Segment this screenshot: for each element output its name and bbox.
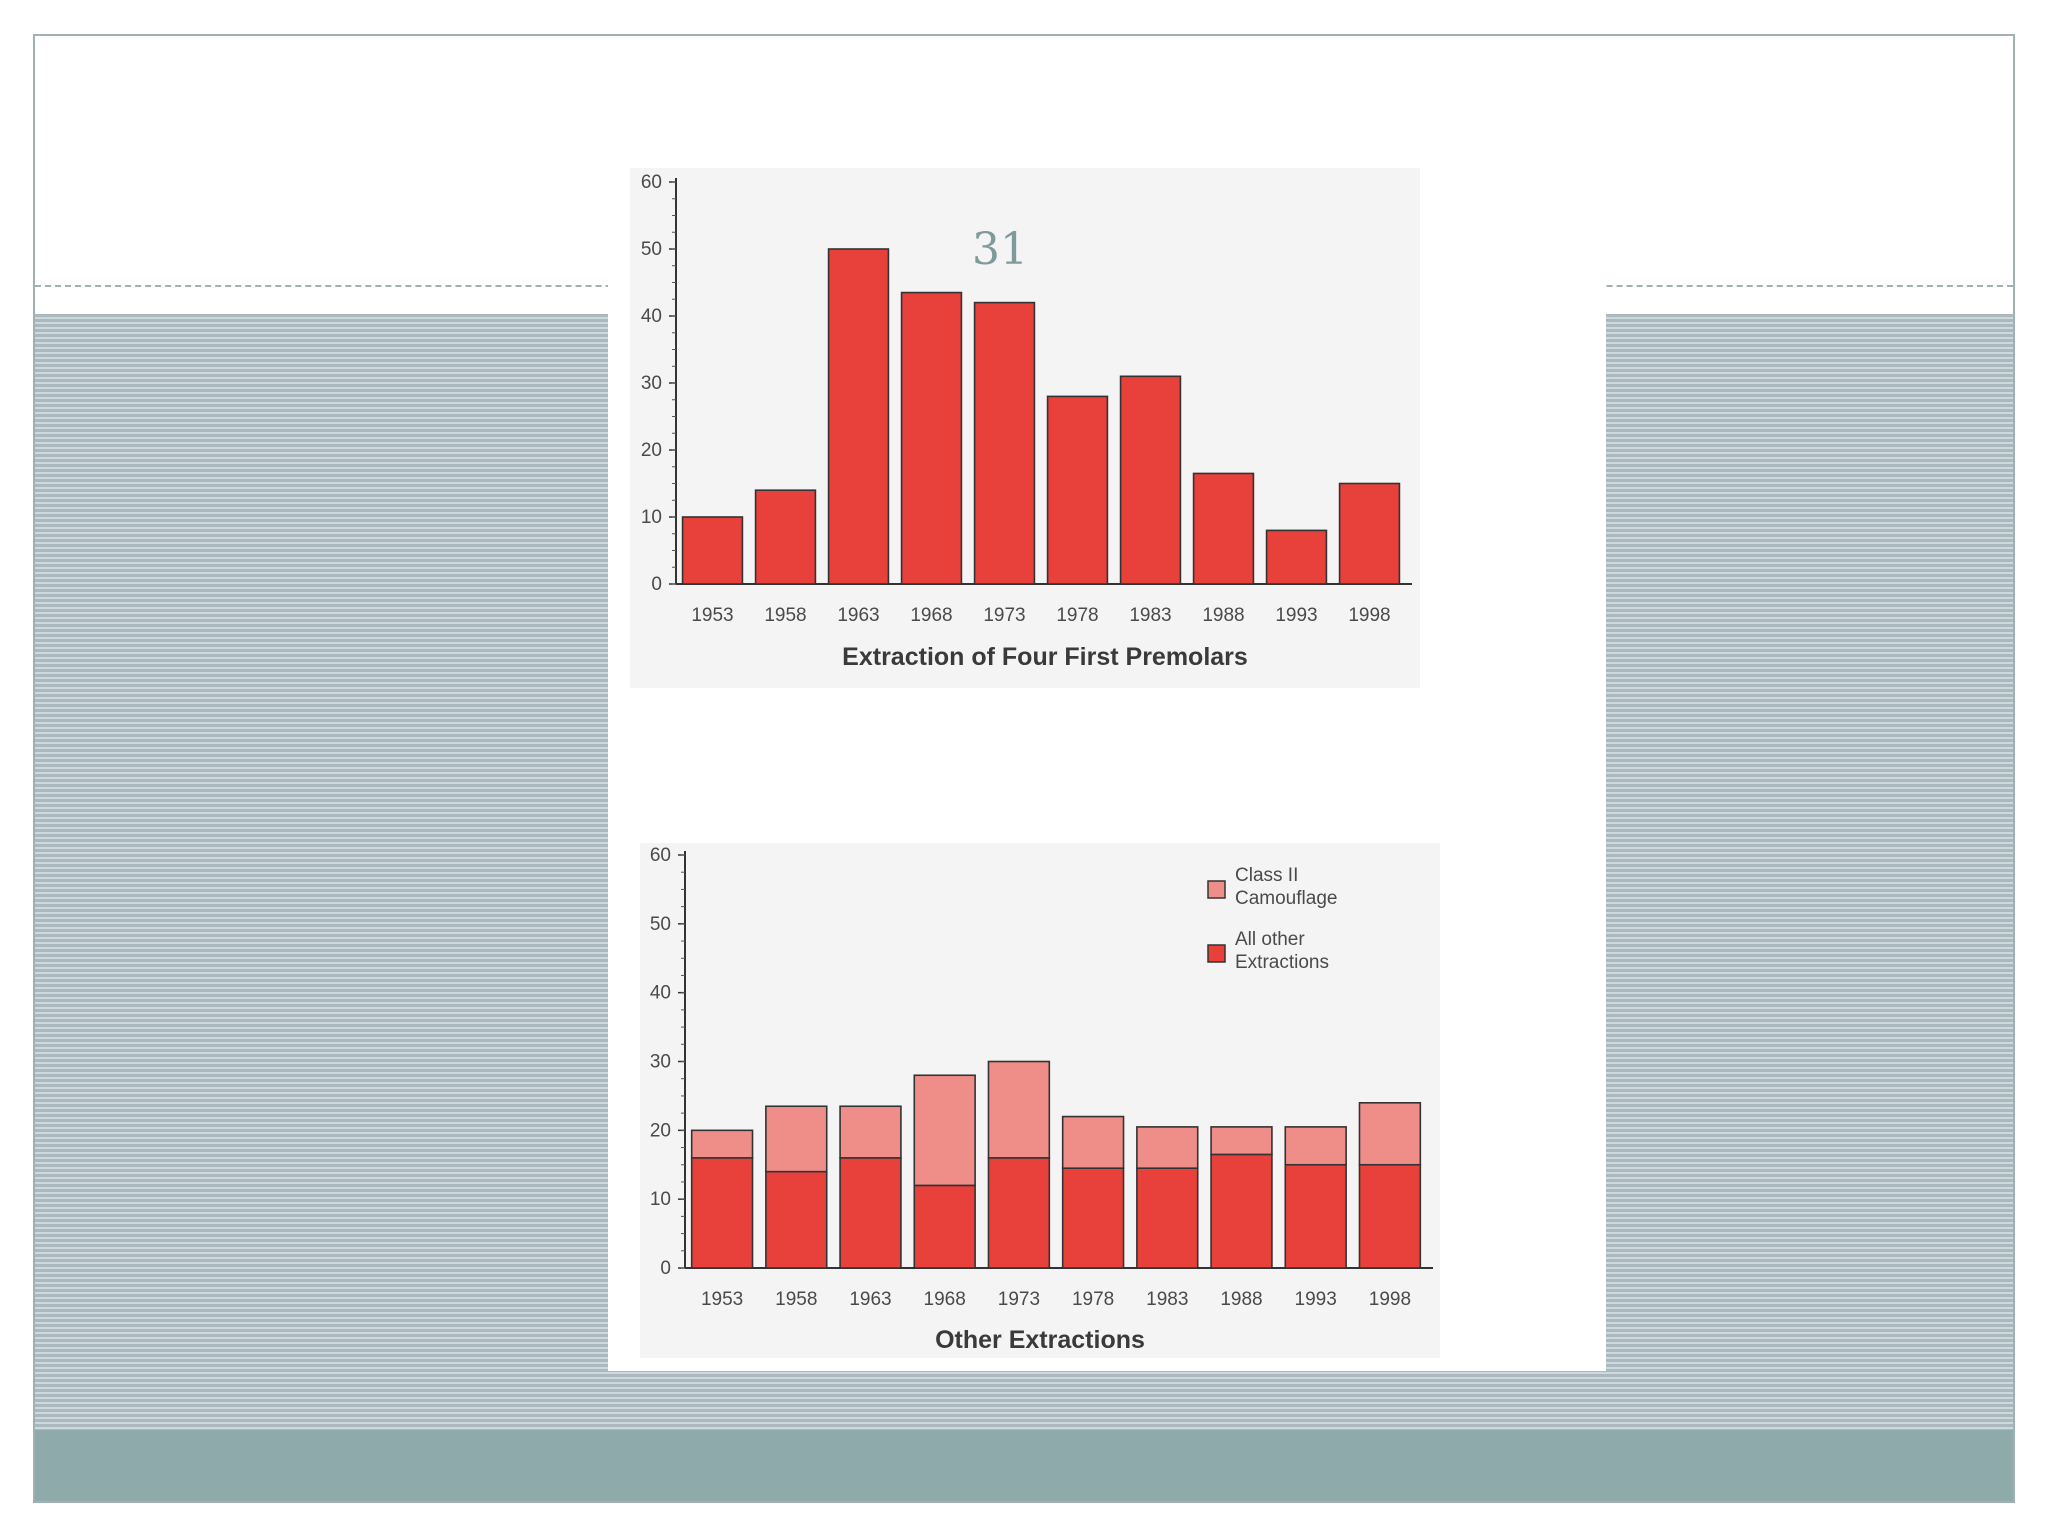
x-tick-label: 1993 (1275, 605, 1317, 626)
x-tick-label: 1958 (764, 605, 806, 626)
bar-1988 (1192, 472, 1255, 585)
y-tick-label: 20 (650, 1120, 671, 1141)
bar-1958 (754, 489, 817, 585)
y-tick-label: 40 (650, 983, 671, 1004)
x-tick-label: 1978 (1056, 605, 1098, 626)
bar-1983-all-other-extractions (1136, 1167, 1199, 1269)
x-tick-label: 1963 (837, 605, 879, 626)
bar-1963-all-other-extractions (839, 1157, 902, 1269)
x-tick-label: 1968 (910, 605, 952, 626)
legend-label: Camouflage (1235, 888, 1337, 909)
x-tick-label: 1998 (1348, 605, 1390, 626)
bar-1958-all-other-extractions (765, 1170, 828, 1269)
bar-1963-class-ii-camouflage (839, 1105, 902, 1159)
bar-1968-all-other-extractions (913, 1184, 976, 1269)
x-tick-label: 1983 (1129, 605, 1171, 626)
y-tick-label: 0 (651, 574, 662, 595)
x-tick-label: 1973 (998, 1289, 1040, 1310)
x-tick-label: 1988 (1220, 1289, 1262, 1310)
bar-1978-class-ii-camouflage (1061, 1115, 1125, 1169)
bar-1983 (1119, 375, 1182, 585)
bar-1988-all-other-extractions (1210, 1153, 1273, 1269)
y-tick-label: 30 (641, 373, 662, 394)
x-tick-label: 1953 (701, 1289, 743, 1310)
x-tick-label: 1953 (691, 605, 733, 626)
bar-1963 (827, 248, 890, 585)
bar-1968-class-ii-camouflage (913, 1074, 976, 1187)
bar-1953-class-ii-camouflage (690, 1129, 754, 1159)
bar-1993-all-other-extractions (1284, 1163, 1347, 1269)
bar-1998-all-other-extractions (1358, 1163, 1422, 1269)
legend-swatch (1207, 944, 1226, 963)
bar-1978-all-other-extractions (1061, 1167, 1125, 1269)
other-extractions-chart: 0 10 20 30 40 50 60 1953 1958 1963 1968 1973 1978 198… (640, 843, 1440, 1358)
page-number: 31 (972, 224, 1028, 275)
x-tick-label: 1973 (983, 605, 1025, 626)
legend-label: Extractions (1235, 952, 1329, 973)
bar-1988-class-ii-camouflage (1210, 1126, 1273, 1156)
legend-swatch (1207, 880, 1226, 899)
x-tick-label: 1968 (924, 1289, 966, 1310)
footer-band (35, 1430, 2013, 1501)
bar-1993 (1265, 529, 1328, 585)
bar-1968 (900, 291, 963, 585)
bar-1973-all-other-extractions (987, 1157, 1051, 1269)
y-tick-label: 10 (641, 507, 662, 528)
bar-1998-class-ii-camouflage (1358, 1101, 1422, 1166)
bar-1953-all-other-extractions (690, 1157, 754, 1269)
legend-label: All other (1235, 929, 1305, 950)
bar-1973 (973, 301, 1036, 585)
bar-1953 (681, 516, 744, 585)
bar-1993-class-ii-camouflage (1284, 1126, 1347, 1166)
bar-1998 (1338, 482, 1401, 585)
y-tick-label: 0 (660, 1258, 671, 1279)
y-tick-label: 50 (650, 914, 671, 935)
y-tick-label: 60 (641, 172, 662, 193)
x-tick-label: 1978 (1072, 1289, 1114, 1310)
x-tick-label: 1963 (849, 1289, 891, 1310)
y-tick-label: 60 (650, 845, 671, 866)
y-tick-label: 40 (641, 306, 662, 327)
x-tick-label: 1958 (775, 1289, 817, 1310)
bar-1973-class-ii-camouflage (987, 1060, 1051, 1159)
y-tick-label: 10 (650, 1189, 671, 1210)
x-tick-label: 1988 (1202, 605, 1244, 626)
bar-1983-class-ii-camouflage (1136, 1126, 1199, 1169)
x-tick-label: 1998 (1369, 1289, 1411, 1310)
bar-1958-class-ii-camouflage (765, 1105, 828, 1173)
premolar-extraction-chart: 0 10 20 30 40 50 60 1953 1958 1963 1968 1973 1978 198… (630, 168, 1420, 688)
chart-title: Extraction of Four First Premolars (842, 643, 1248, 671)
legend-label: Class II (1235, 865, 1298, 886)
y-tick-label: 50 (641, 239, 662, 260)
x-tick-label: 1983 (1146, 1289, 1188, 1310)
x-tick-label: 1993 (1295, 1289, 1337, 1310)
y-tick-label: 30 (650, 1052, 671, 1073)
y-tick-label: 20 (641, 440, 662, 461)
chart-title: Other Extractions (935, 1326, 1145, 1354)
bar-1978 (1046, 395, 1109, 585)
